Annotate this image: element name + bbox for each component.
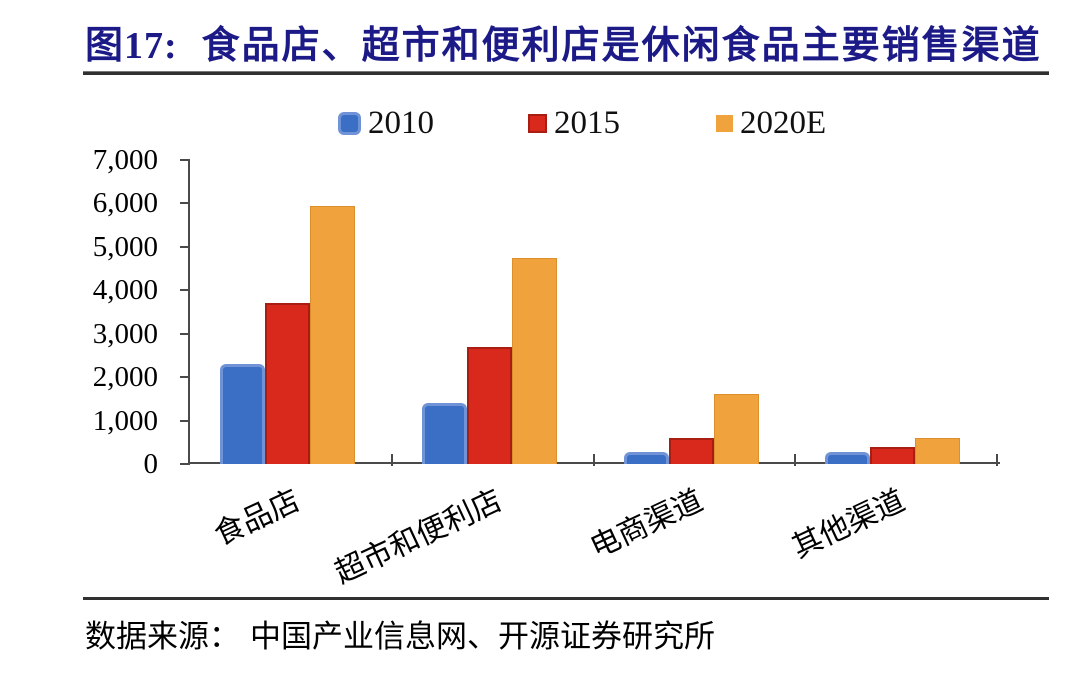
- y-axis-label: 2,000: [92, 361, 158, 394]
- legend-label: 2010: [368, 104, 434, 141]
- bar: [220, 364, 265, 464]
- x-axis-tick: [592, 454, 595, 466]
- y-axis-label: 1,000: [92, 404, 158, 437]
- legend-swatch-2010: [338, 111, 361, 135]
- y-axis-label: 0: [143, 448, 159, 480]
- bar: [466, 347, 512, 464]
- x-axis-label: 食品店: [209, 484, 305, 552]
- figure-number: 图17:: [85, 25, 178, 67]
- bar: [713, 394, 759, 464]
- x-axis-tick: [794, 454, 797, 466]
- figure-title: 图17: 食品店、超市和便利店是休闲食品主要销售渠道: [85, 14, 1042, 69]
- bar: [265, 303, 310, 464]
- y-axis-tick: [180, 159, 188, 161]
- bar: [915, 438, 961, 464]
- source-line: 数据来源： 中国产业信息网、开源证券研究所: [85, 611, 715, 656]
- legend-swatch-2020e: [716, 114, 733, 132]
- bar: [668, 438, 714, 464]
- legend-item-2020e: 2020E: [716, 106, 826, 140]
- source-text: 中国产业信息网、开源证券研究所: [250, 619, 715, 654]
- bar: [511, 258, 557, 464]
- source-divider: [83, 597, 1049, 600]
- legend-label: 2015: [554, 104, 620, 141]
- title-divider: [83, 71, 1049, 75]
- y-axis-label: 7,000: [92, 144, 158, 176]
- x-axis-label: 电商渠道: [585, 484, 709, 565]
- source-label: 数据来源：: [85, 619, 240, 654]
- y-axis-tick: [180, 289, 188, 292]
- x-axis-label: 超市和便利店: [329, 484, 507, 590]
- bar: [870, 447, 916, 464]
- figure-title-text: 食品店、超市和便利店是休闲食品主要销售渠道: [201, 25, 1042, 67]
- y-axis-tick: [180, 202, 188, 205]
- legend-label: 2020E: [740, 104, 827, 141]
- y-axis-tick: [180, 245, 188, 248]
- legend-item-2015: 2015: [528, 106, 620, 140]
- x-axis-tick: [996, 454, 998, 466]
- y-axis-label: 3,000: [92, 317, 158, 350]
- x-axis-label: 其他渠道: [787, 484, 911, 565]
- y-axis-tick: [180, 376, 188, 379]
- y-axis-label: 6,000: [92, 187, 158, 220]
- y-axis-tick: [180, 419, 188, 422]
- bar: [825, 452, 871, 464]
- bar: [310, 206, 355, 464]
- bar: [623, 452, 669, 464]
- bar: [421, 403, 467, 464]
- x-axis-tick: [390, 454, 393, 466]
- y-axis-tick: [180, 463, 188, 465]
- y-axis-label: 4,000: [92, 274, 158, 307]
- legend-swatch-2015: [528, 113, 547, 133]
- y-axis-label: 5,000: [92, 230, 158, 263]
- legend-item-2010: 2010: [338, 106, 434, 140]
- y-axis: [188, 159, 190, 465]
- y-axis-tick: [180, 332, 188, 335]
